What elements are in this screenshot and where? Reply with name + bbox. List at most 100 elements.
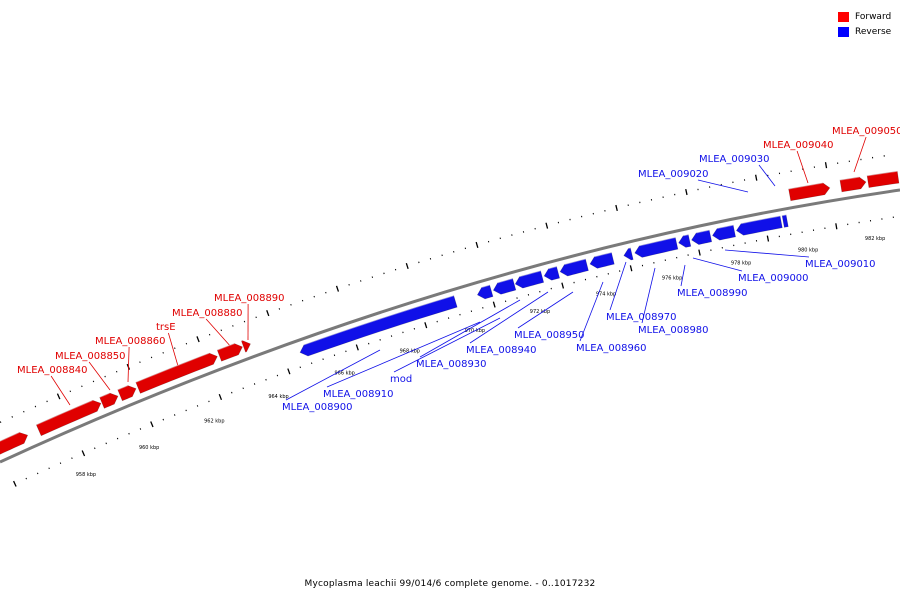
feature-highlight: [696, 229, 710, 234]
gene-label: MLEA_008900: [282, 402, 353, 413]
strand-tick: [698, 249, 701, 256]
strand-tick: [94, 447, 96, 450]
strand-tick: [23, 410, 25, 413]
gene-label: MLEA_008970: [606, 312, 677, 323]
strand-tick: [0, 421, 2, 423]
leader-line: [88, 361, 111, 391]
leader-line: [393, 317, 501, 373]
scale-label: 980 kbp: [798, 247, 818, 253]
strand-tick: [266, 310, 270, 317]
gene-labels: MLEA_008840 MLEA_008850 MLEA_008860 trsE MLE…: [17, 126, 900, 413]
gene-feature-mlea_009010: [712, 224, 736, 241]
leader-line: [853, 136, 867, 173]
gene-label: trsE: [156, 322, 176, 333]
leader-line: [50, 375, 71, 406]
strand-tick: [196, 405, 199, 407]
feature-highlight: [481, 284, 490, 288]
strand-tick: [492, 301, 496, 308]
gene-label: MLEA_008950: [514, 330, 585, 341]
strand-tick: [56, 393, 61, 400]
strand-tick: [34, 405, 37, 408]
strand-tick: [139, 428, 142, 430]
feature-highlight: [548, 265, 557, 270]
legend: Forward Reverse: [838, 9, 891, 39]
leader-line: [326, 321, 481, 388]
gene-label: MLEA_009010: [805, 259, 876, 270]
strand-tick: [835, 223, 838, 230]
leader-line: [609, 261, 627, 311]
strand-tick: [59, 462, 62, 465]
feature-highlight: [217, 342, 235, 351]
strand-tick: [185, 342, 188, 345]
gene-label: MLEA_008910: [323, 389, 394, 400]
gene-label: MLEA_008860: [95, 336, 166, 347]
strand-tick: [196, 336, 200, 343]
scale-label: 982 kbp: [865, 236, 885, 242]
gene-feature-mlea_008970: [623, 247, 634, 261]
leader-line: [285, 349, 381, 401]
label-leaders: [50, 136, 867, 406]
leader-line: [168, 332, 179, 367]
forward-strand-ticks: [0, 155, 885, 423]
gene-feature-mlea_008960: [589, 252, 615, 269]
gene-feature-mlea_008990: [678, 234, 692, 248]
strand-tick: [424, 322, 428, 329]
strand-tick: [545, 222, 549, 229]
gene-label: MLEA_009030: [699, 154, 770, 165]
gene-label: MLEA_008980: [638, 325, 709, 336]
scale-label: 974 kbp: [596, 292, 616, 298]
gene-label: MLEA_008850: [55, 351, 126, 362]
leader-line: [724, 249, 810, 258]
strand-tick: [139, 361, 141, 364]
strand-tick: [287, 368, 291, 375]
leader-line: [205, 318, 233, 349]
gene-label: MLEA_009020: [638, 169, 709, 180]
scale-label: 958 kbp: [76, 472, 96, 478]
gene-feature-mlea_008840: [35, 399, 102, 437]
leader-line: [796, 150, 809, 184]
leader-line: [692, 257, 743, 272]
genome-caption: Mycoplasma leachii 99/014/6 complete gen…: [304, 579, 596, 589]
gene-label: MLEA_009050: [832, 126, 900, 137]
strand-tick: [824, 162, 828, 169]
strand-tick: [150, 356, 153, 359]
feature-highlight: [135, 352, 210, 383]
gene-feature-mlea_008880: [216, 343, 243, 362]
gene-feature-partial: [0, 432, 29, 455]
strand-tick: [46, 400, 48, 403]
feature-highlight: [594, 251, 612, 258]
strand-tick: [69, 390, 72, 393]
feature-highlight: [564, 258, 586, 265]
gene-label: MLEA_008940: [466, 345, 537, 356]
strand-tick: [150, 421, 154, 428]
legend-forward-label: Forward: [855, 11, 892, 22]
scale-label: 976 kbp: [662, 275, 682, 281]
gene-feature-partial-end: [866, 170, 900, 188]
strand-tick: [116, 437, 119, 440]
strand-tick: [218, 393, 223, 401]
gene-label: MLEA_008880: [172, 308, 243, 319]
strand-tick: [115, 370, 118, 373]
leader-line: [419, 299, 521, 358]
strand-tick: [174, 347, 176, 350]
leader-line: [680, 264, 686, 287]
gene-feature-mlea_009020: [735, 215, 783, 236]
strand-tick: [335, 285, 340, 292]
feature-highlight: [788, 182, 823, 190]
feature-highlight: [117, 384, 128, 391]
strand-tick: [355, 344, 359, 351]
leader-line: [758, 164, 776, 187]
gene-label: MLEA_009000: [738, 273, 809, 284]
feature-highlight: [866, 170, 898, 177]
strand-tick: [766, 235, 770, 242]
gene-feature-mlea_009040: [788, 182, 831, 202]
legend-forward: Forward: [838, 9, 891, 24]
feature-highlight: [0, 431, 20, 442]
feature-highlight: [303, 295, 454, 346]
scale-label: 972 kbp: [530, 309, 550, 315]
feature-highlight: [99, 392, 110, 398]
feature-highlight: [781, 214, 787, 217]
leader-line: [579, 281, 604, 342]
gene-feature-mlea_009050: [839, 176, 867, 193]
gene-feature-mlea_009030: [781, 214, 789, 228]
